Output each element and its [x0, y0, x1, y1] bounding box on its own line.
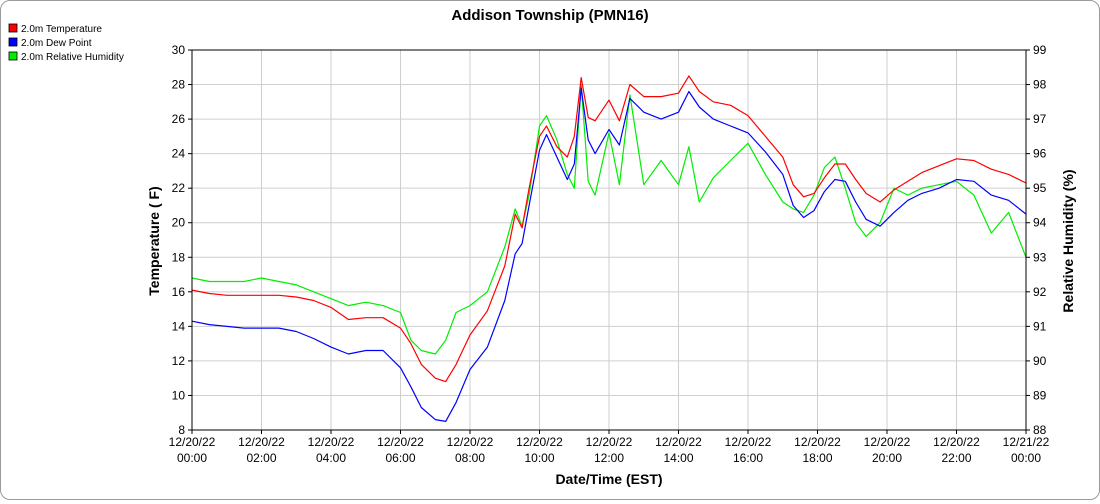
- x-tick-date: 12/21/22: [1003, 435, 1050, 449]
- x-tick-time: 18:00: [802, 451, 832, 465]
- y2-tick-label: 95: [1033, 181, 1047, 195]
- x-tick-date: 12/20/22: [516, 435, 563, 449]
- x-tick-time: 02:00: [246, 451, 276, 465]
- x-tick-date: 12/20/22: [864, 435, 911, 449]
- x-tick-date: 12/20/22: [169, 435, 216, 449]
- legend-label: 2.0m Temperature: [21, 24, 102, 35]
- y-tick-label: 12: [172, 354, 186, 368]
- y-tick-label: 8: [178, 423, 185, 437]
- legend-swatch: [8, 23, 18, 33]
- y-tick-label: 30: [172, 43, 186, 57]
- series-line-2-0m-dew-point: [191, 87, 1027, 422]
- chart-title: Addison Township (PMN16): [451, 7, 648, 24]
- legend: 2.0m Temperature 2.0m Dew Point 2.0m Relat…: [8, 23, 124, 63]
- x-tick-date: 12/20/22: [377, 435, 424, 449]
- y2-axis-title: Relative Humidity (%): [1060, 169, 1076, 312]
- x-tick-time: 12:00: [594, 451, 624, 465]
- y2-tick-label: 90: [1033, 354, 1047, 368]
- legend-swatch: [8, 37, 18, 47]
- y-tick-label: 28: [172, 78, 186, 92]
- series-layer: [191, 75, 1027, 422]
- x-tick-time: 00:00: [177, 451, 207, 465]
- y-tick-label: 22: [172, 181, 186, 195]
- x-tick-time: 08:00: [455, 451, 485, 465]
- x-tick-date: 12/20/22: [447, 435, 494, 449]
- x-tick-time: 10:00: [524, 451, 554, 465]
- y2-tick-label: 96: [1033, 147, 1047, 161]
- y2-tick-label: 88: [1033, 423, 1047, 437]
- y-tick-label: 10: [172, 388, 186, 402]
- x-tick-time: 00:00: [1011, 451, 1041, 465]
- x-tick-time: 16:00: [733, 451, 763, 465]
- y2-tick-label: 89: [1033, 388, 1047, 402]
- y-tick-label: 20: [172, 216, 186, 230]
- y2-tick-label: 91: [1033, 319, 1047, 333]
- y2-tick-label: 92: [1033, 285, 1047, 299]
- y-tick-label: 14: [172, 319, 186, 333]
- y-tick-label: 18: [172, 250, 186, 264]
- x-tick-time: 06:00: [385, 451, 415, 465]
- right-axis-ticks: 88 89 90 91 92 93 94 95 96 97 98 99: [1026, 43, 1047, 437]
- x-tick-date: 12/20/22: [238, 435, 285, 449]
- y-tick-label: 26: [172, 112, 186, 126]
- x-tick-time: 04:00: [316, 451, 346, 465]
- y2-tick-label: 93: [1033, 250, 1047, 264]
- y-axis-title: Temperature ( F): [146, 186, 162, 295]
- x-tick-date: 12/20/22: [794, 435, 841, 449]
- x-tick-time: 14:00: [663, 451, 693, 465]
- grid: [191, 49, 1027, 431]
- x-tick-date: 12/20/22: [308, 435, 355, 449]
- legend-label: 2.0m Dew Point: [21, 38, 92, 49]
- y2-tick-label: 94: [1033, 216, 1047, 230]
- y2-tick-label: 98: [1033, 78, 1047, 92]
- x-tick-time: 22:00: [941, 451, 971, 465]
- x-axis-title: Date/Time (EST): [555, 471, 662, 487]
- y-tick-label: 16: [172, 285, 186, 299]
- legend-swatch: [8, 51, 18, 61]
- x-tick-time: 20:00: [872, 451, 902, 465]
- x-tick-date: 12/20/22: [655, 435, 702, 449]
- series-line-2-0m-temperature: [191, 75, 1027, 383]
- y2-tick-label: 97: [1033, 112, 1047, 126]
- x-tick-date: 12/20/22: [586, 435, 633, 449]
- left-axis-ticks: 8 10 12 14 16 18 20 22 24 26 28 30: [172, 43, 192, 437]
- series-line-2-0m-relative-humidity: [191, 83, 1027, 355]
- x-axis-ticks: 12/20/22 00:00 12/20/22 02:00 12/20/22 04:00 1…: [169, 430, 1050, 465]
- x-tick-date: 12/20/22: [725, 435, 772, 449]
- x-tick-date: 12/20/22: [933, 435, 980, 449]
- y2-tick-label: 99: [1033, 43, 1047, 57]
- y-tick-label: 24: [172, 147, 186, 161]
- legend-label: 2.0m Relative Humidity: [21, 52, 124, 63]
